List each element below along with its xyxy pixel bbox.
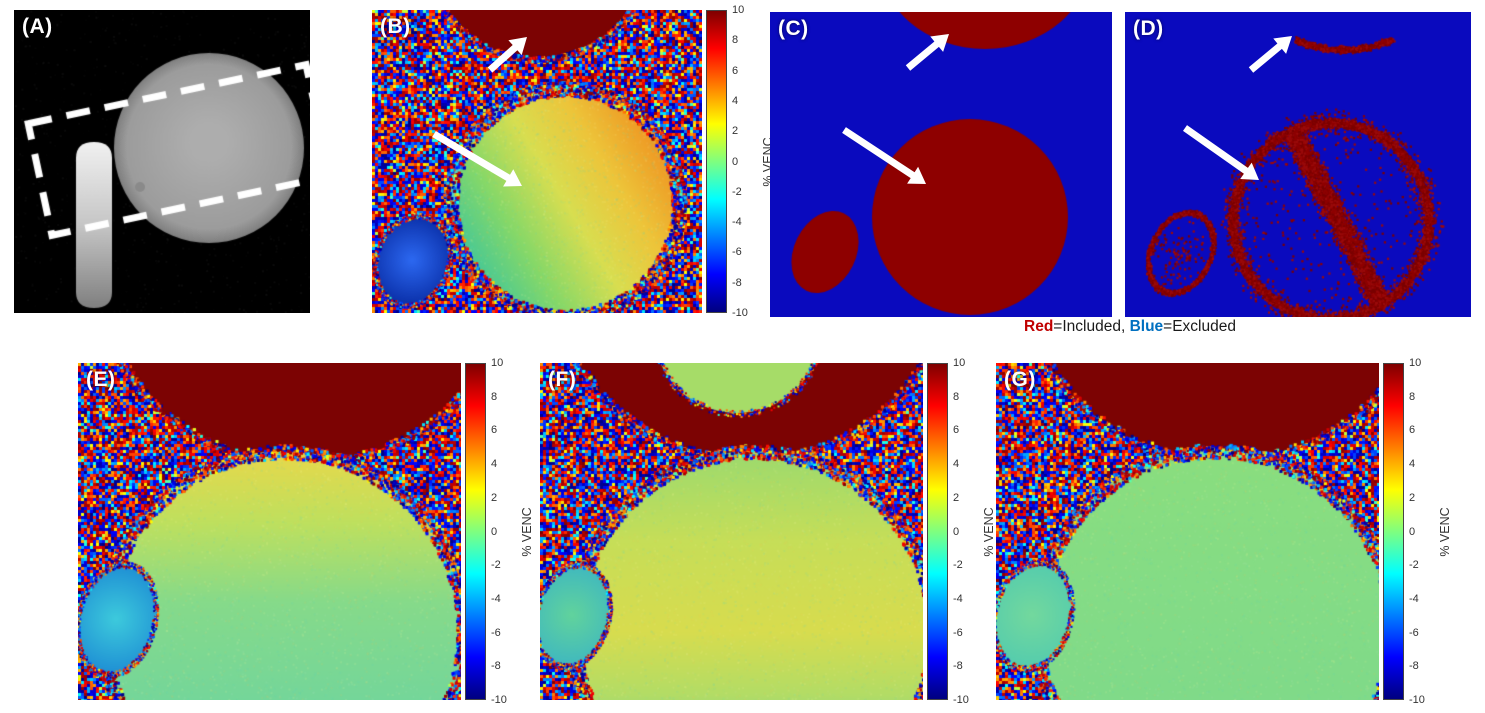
panel-g-image (996, 363, 1379, 700)
colorbar-tick-label: -10 (953, 694, 969, 706)
colorbar-tick-label: 4 (953, 458, 959, 470)
panel-e-image (78, 363, 461, 700)
panel-d-image (1125, 12, 1471, 317)
colorbar-gradient (706, 10, 727, 313)
colorbar-tick-label: 4 (732, 95, 738, 107)
colorbar-tick-label: 4 (491, 458, 497, 470)
colorbar-tick-label: 10 (491, 357, 503, 369)
colorbar-tick-label: 0 (1409, 526, 1415, 538)
colorbar-tick-label: 8 (953, 391, 959, 403)
colorbar-tick-label: 0 (732, 156, 738, 168)
colorbar-tick-label: -6 (732, 246, 742, 258)
colorbar-gradient (465, 363, 486, 700)
colorbar-tick-label: 6 (491, 424, 497, 436)
panel-a-image (14, 10, 310, 313)
colorbar-tick-label: -10 (491, 694, 507, 706)
colorbar: 10 8 6 4 2 0 -2 -4 -6 -8 -10 % VENC (1383, 363, 1473, 700)
colorbar-tick-label: -6 (1409, 627, 1419, 639)
panel-c: (C) (770, 12, 1112, 317)
colorbar-tick-label: 8 (1409, 391, 1415, 403)
colorbar-tick-label: -2 (732, 186, 742, 198)
colorbar-tick-label: -10 (1409, 694, 1425, 706)
colorbar-tick-label: -6 (491, 627, 501, 639)
colorbar-ticks: 10 8 6 4 2 0 -2 -4 -6 -8 -10 (1409, 363, 1435, 700)
colorbar-tick-label: -8 (491, 660, 501, 672)
panel-d: (D) (1125, 12, 1471, 317)
colorbar-ticks: 10 8 6 4 2 0 -2 -4 -6 -8 -10 (491, 363, 517, 700)
colorbar-axis-label: % VENC (1438, 507, 1452, 556)
colorbar-tick-label: -2 (1409, 559, 1419, 571)
colorbar-tick-label: -2 (953, 559, 963, 571)
colorbar-tick-label: 2 (491, 492, 497, 504)
panel-g: (G) 10 8 6 4 2 0 -2 -4 -6 -8 -10 % VENC (996, 363, 1456, 700)
colorbar-tick-label: 4 (1409, 458, 1415, 470)
colorbar-tick-label: -2 (491, 559, 501, 571)
colorbar-tick-label: -10 (732, 307, 748, 319)
colorbar-gradient (927, 363, 948, 700)
colorbar-tick-label: 0 (491, 526, 497, 538)
colorbar-tick-label: -6 (953, 627, 963, 639)
colorbar-tick-label: 2 (953, 492, 959, 504)
panel-b: (B) 10 8 6 4 2 0 -2 -4 -6 -8 -10 % VENC (372, 10, 776, 313)
colorbar-tick-label: -8 (1409, 660, 1419, 672)
legend-blue-word: Blue (1130, 318, 1164, 335)
colorbar-tick-label: -4 (491, 593, 501, 605)
colorbar-tick-label: 8 (491, 391, 497, 403)
colorbar-tick-label: 6 (1409, 424, 1415, 436)
colorbar-tick-label: -4 (1409, 593, 1419, 605)
panel-f-image (540, 363, 923, 700)
colorbar-ticks: 10 8 6 4 2 0 -2 -4 -6 -8 -10 (732, 10, 758, 313)
figure-root: (A) (B) 10 8 6 4 2 0 -2 -4 -6 -8 -10 % VENC (C) (D… (0, 0, 1485, 713)
panel-f: (F) 10 8 6 4 2 0 -2 -4 -6 -8 -10 % VENC (540, 363, 1000, 700)
panel-c-image (770, 12, 1112, 317)
colorbar-tick-label: 0 (953, 526, 959, 538)
colorbar-axis-label: % VENC (982, 507, 996, 556)
colorbar-gradient (1383, 363, 1404, 700)
colorbar-tick-label: 8 (732, 34, 738, 46)
colorbar-ticks: 10 8 6 4 2 0 -2 -4 -6 -8 -10 (953, 363, 979, 700)
colorbar-axis-label: % VENC (520, 507, 534, 556)
legend-red-word: Red (1024, 318, 1053, 335)
colorbar-tick-label: 10 (1409, 357, 1421, 369)
colorbar-tick-label: 6 (953, 424, 959, 436)
colorbar-tick-label: -4 (732, 216, 742, 228)
mask-legend: Red=Included, Blue=Excluded (900, 318, 1360, 336)
panel-a: (A) (14, 10, 310, 313)
panel-e: (E) 10 8 6 4 2 0 -2 -4 -6 -8 -10 % VENC (78, 363, 538, 700)
legend-red-desc: =Included, (1053, 318, 1129, 335)
colorbar-tick-label: -8 (953, 660, 963, 672)
colorbar-tick-label: 2 (1409, 492, 1415, 504)
colorbar-tick-label: 10 (953, 357, 965, 369)
colorbar-tick-label: 10 (732, 4, 744, 16)
colorbar-tick-label: -4 (953, 593, 963, 605)
colorbar-tick-label: 6 (732, 65, 738, 77)
colorbar-tick-label: 2 (732, 125, 738, 137)
legend-blue-desc: =Excluded (1163, 318, 1236, 335)
panel-b-image (372, 10, 702, 313)
colorbar-tick-label: -8 (732, 277, 742, 289)
